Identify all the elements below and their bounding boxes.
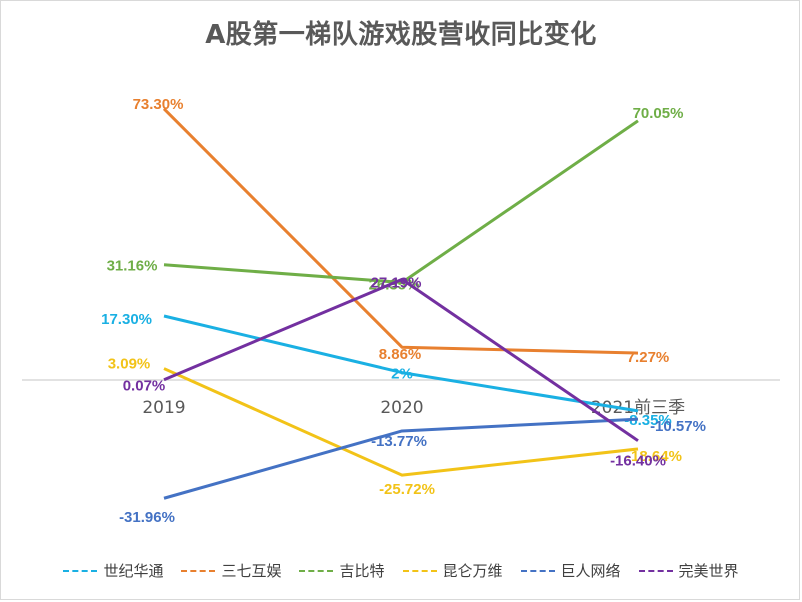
series-line	[163, 367, 639, 477]
data-label: 70.05%	[633, 105, 684, 122]
data-label: 0.07%	[123, 378, 166, 395]
data-label: -8.35%	[624, 412, 672, 429]
x-tick-label: 2021前三季	[591, 398, 685, 418]
legend-label: 昆仑万维	[442, 562, 503, 580]
data-label: -13.77%	[371, 433, 427, 450]
legend-label: 完美世界	[678, 562, 739, 580]
legend-item: 世纪华通	[63, 560, 163, 581]
legend-item: 三七互娱	[181, 560, 281, 581]
legend-label: 三七互娱	[221, 562, 282, 580]
legend-swatch	[638, 569, 673, 572]
legend-item: 昆仑万维	[402, 560, 503, 581]
data-label: 7.27%	[627, 349, 670, 366]
legend-swatch	[402, 569, 437, 572]
data-label: 27.19%	[371, 274, 422, 291]
data-label: 31.16%	[107, 258, 158, 275]
data-label: -10.57%	[650, 418, 706, 435]
data-label: -16.40%	[610, 453, 666, 470]
x-tick-label: 2019	[142, 398, 185, 418]
legend-label: 巨人网络	[560, 562, 621, 580]
legend-item: 巨人网络	[520, 560, 621, 581]
legend-swatch	[520, 569, 555, 572]
legend-item: 吉比特	[299, 560, 385, 581]
data-label: 2%	[391, 366, 413, 383]
legend-item: 完美世界	[638, 560, 739, 581]
legend-swatch	[63, 569, 98, 572]
data-label: -31.96%	[119, 509, 175, 526]
legend-label: 吉比特	[339, 562, 385, 580]
series-line	[162, 107, 639, 355]
x-tick-label: 2020	[380, 398, 423, 418]
legend-label: 世纪华通	[103, 562, 164, 580]
legend-swatch	[299, 569, 334, 572]
series-line	[163, 314, 639, 413]
chart-title: A股第一梯队游戏股营收同比变化	[205, 20, 597, 50]
data-label: 8.86%	[379, 346, 422, 363]
legend-swatch	[181, 569, 216, 572]
data-label: -18.64%	[626, 448, 682, 465]
data-label: 73.30%	[133, 96, 184, 113]
data-label: -25.72%	[379, 481, 435, 498]
series-line	[163, 277, 639, 442]
data-label: 3.09%	[108, 356, 151, 373]
data-label: 17.30%	[101, 311, 152, 328]
series-line	[163, 417, 639, 500]
chart-legend: 世纪华通 三七互娱 吉比特 昆仑万维 巨人网络 完美世界	[0, 560, 802, 581]
series-line	[163, 119, 639, 285]
